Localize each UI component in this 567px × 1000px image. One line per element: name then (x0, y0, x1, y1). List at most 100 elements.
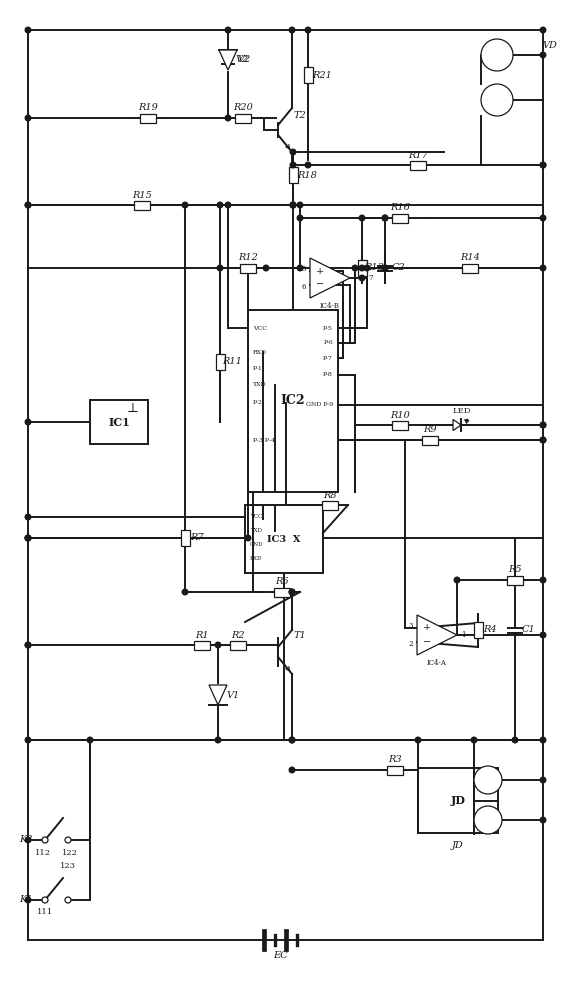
Text: R5: R5 (508, 566, 522, 574)
Text: 2: 2 (408, 640, 413, 648)
Bar (358, 260, 366, 276)
Bar (235, 113, 251, 122)
Text: RXD: RXD (253, 350, 267, 355)
Text: 111: 111 (37, 908, 53, 916)
Circle shape (305, 162, 311, 168)
Bar (418, 768, 498, 833)
Text: K1: K1 (19, 896, 33, 904)
Text: GND P-9: GND P-9 (306, 402, 333, 408)
Circle shape (382, 265, 388, 271)
Circle shape (217, 202, 223, 208)
Circle shape (25, 642, 31, 648)
Text: R8: R8 (323, 490, 337, 499)
Text: R10: R10 (390, 410, 410, 420)
Circle shape (540, 162, 546, 168)
Circle shape (540, 737, 546, 743)
Circle shape (540, 577, 546, 583)
Circle shape (225, 115, 231, 121)
Text: 5: 5 (302, 265, 306, 273)
Circle shape (540, 632, 546, 638)
Text: R17: R17 (408, 150, 428, 159)
Circle shape (25, 897, 31, 903)
Circle shape (25, 535, 31, 541)
Text: 123: 123 (60, 862, 76, 870)
Bar (473, 622, 483, 638)
Text: +: + (423, 624, 431, 633)
Text: IC4-A: IC4-A (427, 659, 447, 667)
Text: R20: R20 (233, 104, 253, 112)
Text: P-1: P-1 (253, 365, 263, 370)
Polygon shape (417, 615, 457, 655)
Circle shape (65, 897, 71, 903)
Circle shape (290, 149, 296, 155)
Circle shape (42, 897, 48, 903)
Circle shape (289, 737, 295, 743)
Bar (422, 436, 438, 444)
Bar (387, 766, 403, 774)
Text: TXD: TXD (253, 382, 266, 387)
Circle shape (87, 737, 93, 743)
Text: R15: R15 (132, 190, 152, 200)
Text: P-7: P-7 (323, 356, 333, 360)
Circle shape (182, 202, 188, 208)
Bar (245, 505, 323, 573)
Circle shape (215, 737, 221, 743)
Circle shape (25, 419, 31, 425)
Bar (134, 200, 150, 210)
Circle shape (382, 265, 388, 271)
Circle shape (540, 817, 546, 823)
Circle shape (415, 737, 421, 743)
Text: 122: 122 (62, 849, 78, 857)
Text: −: − (316, 280, 324, 290)
Circle shape (359, 215, 365, 221)
Circle shape (481, 39, 513, 71)
Bar (410, 160, 426, 169)
Bar (392, 420, 408, 430)
Bar (90, 400, 148, 444)
Text: T1: T1 (294, 632, 306, 641)
Circle shape (245, 535, 251, 541)
Bar (274, 587, 290, 596)
Text: R3: R3 (388, 756, 402, 764)
Circle shape (352, 265, 358, 271)
Text: V2: V2 (235, 55, 248, 64)
Text: R16: R16 (390, 204, 410, 213)
Bar (240, 263, 256, 272)
Text: R19: R19 (138, 104, 158, 112)
Text: C1: C1 (522, 626, 536, 635)
Text: P-8: P-8 (323, 372, 333, 377)
Text: VCC: VCC (250, 514, 263, 520)
Text: R1: R1 (195, 631, 209, 640)
Polygon shape (453, 419, 461, 431)
Bar (462, 263, 478, 272)
Circle shape (540, 52, 546, 58)
Text: R18: R18 (297, 170, 317, 180)
Circle shape (25, 115, 31, 121)
Text: IC2: IC2 (281, 394, 305, 408)
Circle shape (289, 589, 295, 595)
Bar (180, 530, 189, 546)
Circle shape (512, 737, 518, 743)
Text: R4: R4 (483, 626, 497, 635)
Text: R9: R9 (423, 426, 437, 434)
Circle shape (263, 265, 269, 271)
Bar (248, 310, 338, 492)
Text: VCC: VCC (253, 326, 267, 330)
Circle shape (25, 535, 31, 541)
Circle shape (540, 777, 546, 783)
Text: IC3  X: IC3 X (267, 534, 301, 544)
Text: JD: JD (452, 840, 464, 850)
Circle shape (25, 202, 31, 208)
Bar (322, 500, 338, 510)
Text: IC4-B: IC4-B (320, 302, 340, 310)
Circle shape (382, 215, 388, 221)
Text: R13: R13 (364, 263, 384, 272)
Text: P-2: P-2 (253, 400, 263, 406)
Circle shape (382, 215, 388, 221)
Text: 6: 6 (302, 283, 306, 291)
Polygon shape (222, 56, 234, 64)
Circle shape (540, 422, 546, 428)
Circle shape (289, 27, 295, 33)
Circle shape (290, 202, 296, 208)
Circle shape (540, 27, 546, 33)
